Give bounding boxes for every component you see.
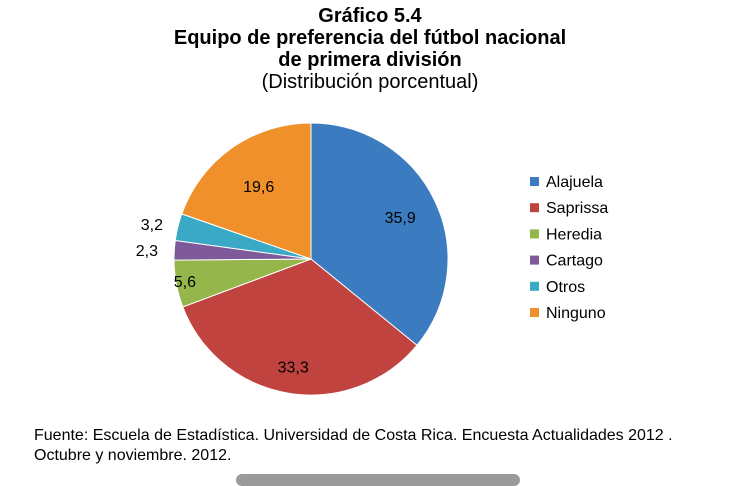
chart-number: Gráfico 5.4 — [318, 5, 422, 27]
legend-label-saprissa: Saprissa — [546, 200, 608, 217]
chart-title-line1: Equipo de preferencia del fútbol naciona… — [173, 27, 567, 49]
legend-swatch-alajuela — [530, 177, 539, 186]
data-label-otros: 3,2 — [141, 217, 163, 234]
legend-label-otros: Otros — [546, 279, 585, 296]
legend-swatch-saprissa — [530, 203, 539, 213]
chart-titles: Gráfico 5.4 Equipo de preferencia del fú… — [0, 6, 750, 94]
legend-label-heredia: Heredia — [546, 226, 602, 243]
scrollbar-handle[interactable] — [236, 474, 520, 486]
pie-slice-saprissa — [182, 258, 418, 396]
legend-label-cartago: Cartago — [546, 253, 603, 270]
legend-swatch-heredia — [530, 229, 539, 239]
pie-slice-ninguno — [181, 122, 312, 260]
data-label-heredia: 5,6 — [174, 274, 196, 291]
source-note: Fuente: Escuela de Estadística. Universi… — [34, 427, 673, 464]
legend-swatch-otros — [530, 281, 539, 291]
legend-label-alajuela: Alajuela — [546, 174, 603, 191]
pie-slice-alajuela — [310, 122, 449, 346]
pie-data-labels: 35,9 33,3 5,6 2,3 3,2 19,6 — [136, 179, 416, 376]
legend-swatch-cartago — [530, 255, 539, 265]
chart-subtitle: (Distribución porcentual) — [261, 71, 479, 93]
pie-slices — [173, 122, 449, 396]
legend-label-ninguno: Ninguno — [546, 305, 606, 322]
data-label-cartago: 2,3 — [136, 243, 158, 260]
data-label-ninguno: 19,6 — [243, 179, 274, 196]
chart-title-line2: de primera división — [278, 49, 462, 71]
data-label-saprissa: 33,3 — [278, 359, 309, 376]
chart-legend: Alajuela Saprissa Heredia Cartago Otros Ningu… — [530, 174, 608, 322]
data-label-alajuela: 35,9 — [385, 210, 416, 227]
legend-swatch-ninguno — [530, 308, 539, 317]
